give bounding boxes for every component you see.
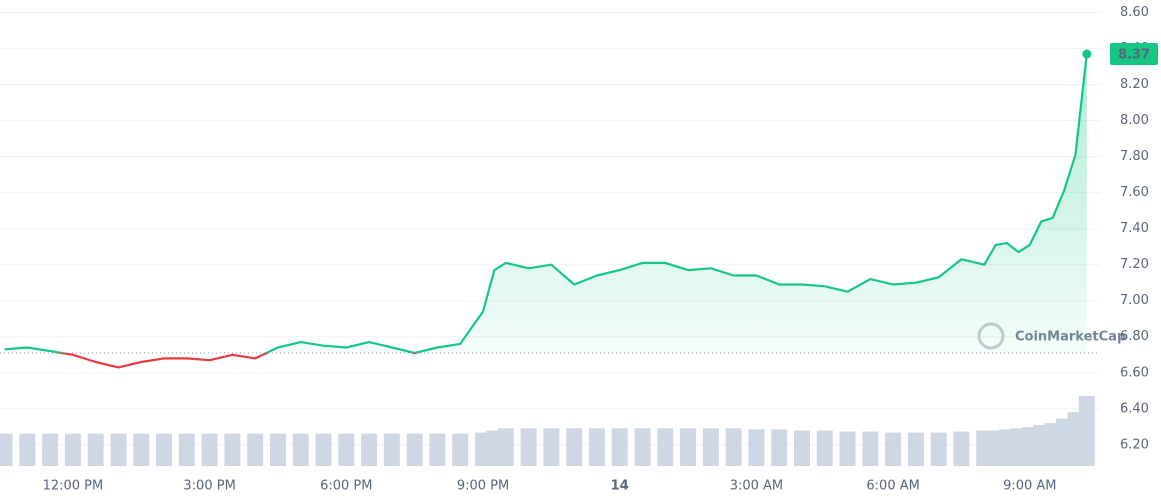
volume-bar: [87, 433, 104, 466]
volume-bar: [110, 433, 127, 466]
price-line: [4, 53, 1088, 353]
volume-bar: [201, 433, 218, 466]
volume-bar: [520, 428, 537, 466]
last-point: [1082, 49, 1092, 59]
volume-bar: [543, 428, 560, 466]
y-tick-label: 7.80: [1120, 149, 1149, 164]
volume-bar: [383, 433, 400, 466]
volume-bar: [156, 433, 173, 466]
volume-bar: [269, 433, 286, 466]
volume-bar: [680, 428, 697, 466]
x-tick-label: 9:00 PM: [457, 479, 509, 494]
volume-bar: [862, 431, 879, 466]
x-tick-label: 12:00 PM: [43, 479, 104, 494]
volume-bar: [64, 433, 81, 466]
volume-bar: [406, 433, 423, 466]
price-badge-label: 8.37: [1118, 48, 1150, 63]
volume-bar: [1078, 396, 1095, 466]
y-tick-label: 7.40: [1120, 221, 1149, 236]
volume-bar: [133, 433, 150, 466]
volume-bar: [315, 433, 332, 466]
price-area: [4, 54, 1087, 353]
volume-bar: [885, 432, 902, 466]
volume-bar: [247, 433, 264, 466]
y-tick-label: 8.60: [1120, 5, 1149, 20]
volume-bar: [429, 433, 446, 466]
volume-bar: [224, 433, 241, 466]
volume-bar: [748, 429, 765, 466]
volume-bar: [702, 428, 719, 466]
volume-bar: [634, 428, 651, 466]
volume-bar: [907, 432, 924, 466]
volume-bar: [178, 433, 195, 466]
y-tick-label: 6.20: [1120, 437, 1149, 452]
volume-bar: [930, 432, 947, 466]
volume-bar: [42, 433, 59, 466]
x-tick-label: 3:00 AM: [730, 479, 783, 494]
volume-bar: [725, 428, 742, 466]
x-tick-label: 9:00 AM: [1003, 479, 1056, 494]
volume-bar: [794, 430, 810, 466]
volume-bar: [566, 428, 583, 466]
y-tick-label: 7.00: [1120, 293, 1149, 308]
volume-bar: [452, 433, 469, 466]
volume-bar: [839, 431, 856, 466]
y-tick-label: 7.60: [1120, 185, 1149, 200]
x-tick-label: 14: [611, 479, 629, 494]
y-tick-label: 8.00: [1120, 113, 1149, 128]
volume-bar: [771, 429, 788, 466]
volume-bar: [292, 433, 309, 466]
volume-bar: [657, 428, 674, 466]
price-line-below: [54, 352, 420, 369]
y-tick-label: 6.80: [1120, 329, 1149, 344]
x-tick-label: 6:00 AM: [866, 479, 919, 494]
volume-bar: [338, 433, 355, 466]
y-tick-label: 6.60: [1120, 365, 1149, 380]
y-tick-label: 8.20: [1120, 77, 1149, 92]
volume-bar: [816, 430, 833, 466]
volume-bar: [361, 433, 378, 466]
volume-bar: [0, 433, 13, 466]
volume-bar: [19, 433, 36, 466]
x-tick-label: 6:00 PM: [320, 479, 372, 494]
volume-bar: [611, 428, 628, 466]
x-tick-label: 3:00 PM: [183, 479, 235, 494]
volume-bar: [497, 428, 514, 466]
y-tick-label: 7.20: [1120, 257, 1149, 272]
volume-bar: [588, 428, 605, 466]
price-badge: [1110, 43, 1158, 66]
y-tick-label: 6.40: [1120, 401, 1149, 416]
volume-bar: [953, 431, 970, 466]
